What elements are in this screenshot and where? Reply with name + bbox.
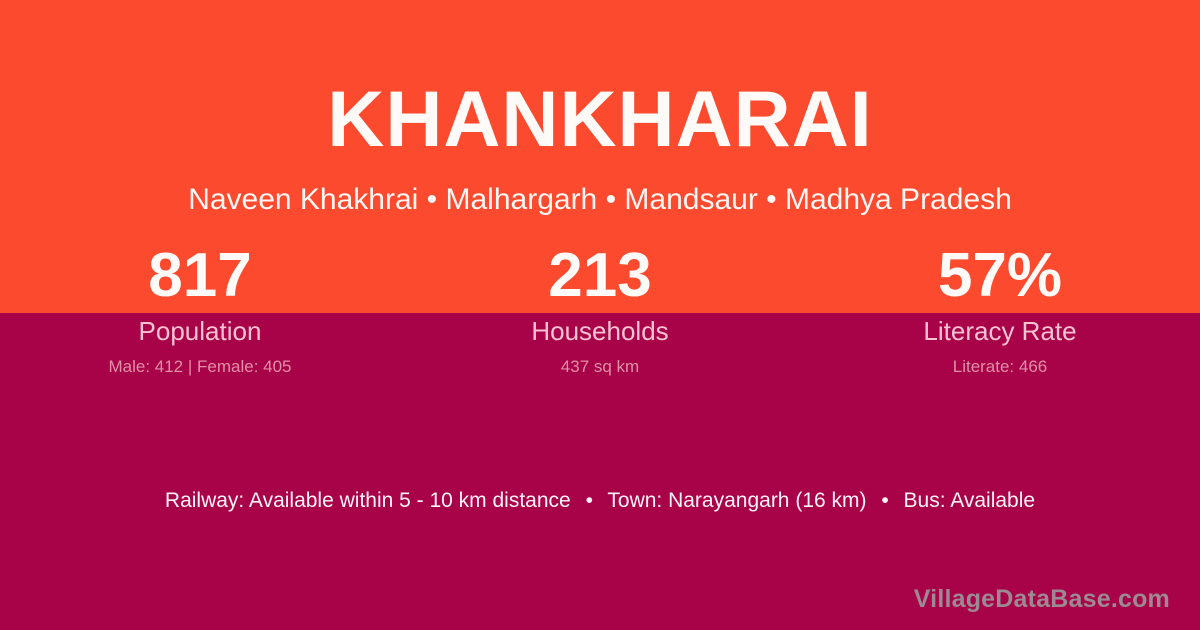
page-title: KHANKHARAI <box>327 74 873 163</box>
hero-banner <box>0 0 1200 313</box>
stat-detail-literacy-rate: Literate: 466 <box>952 356 1048 376</box>
stats-row: 817 Population Male: 412 | Female: 405 2… <box>0 245 1200 376</box>
info-town: Town: Narayangarh (16 km) <box>607 489 867 512</box>
stat-block-population: 817 Population Male: 412 | Female: 405 <box>0 245 400 376</box>
info-railway: Railway: Available within 5 - 10 km dist… <box>164 489 571 512</box>
stat-block-literacy-rate: 57% Literacy Rate Literate: 466 <box>800 245 1200 376</box>
stat-detail-population: Male: 412 | Female: 405 <box>108 356 292 376</box>
stat-detail-households: 437 sq km <box>560 356 640 376</box>
stat-block-households: 213 Households 437 sq km <box>400 245 800 376</box>
stat-label-households: Households <box>531 316 669 346</box>
info-separator-2: • <box>881 489 889 512</box>
site-brand-watermark: VillageDataBase.com <box>913 585 1170 613</box>
info-separator-1: • <box>585 489 593 512</box>
stat-value-population: 817 <box>148 241 252 310</box>
info-bus: Bus: Available <box>903 489 1036 512</box>
stat-value-households: 213 <box>548 241 652 310</box>
stat-label-population: Population <box>138 316 262 346</box>
stat-label-literacy-rate: Literacy Rate <box>923 316 1077 346</box>
stat-value-literacy-rate: 57% <box>937 241 1063 310</box>
amenities-info-line: Railway: Available within 5 - 10 km dist… <box>0 487 1200 514</box>
location-breadcrumb: Naveen Khakhrai • Malhargarh • Mandsaur … <box>188 183 1012 216</box>
